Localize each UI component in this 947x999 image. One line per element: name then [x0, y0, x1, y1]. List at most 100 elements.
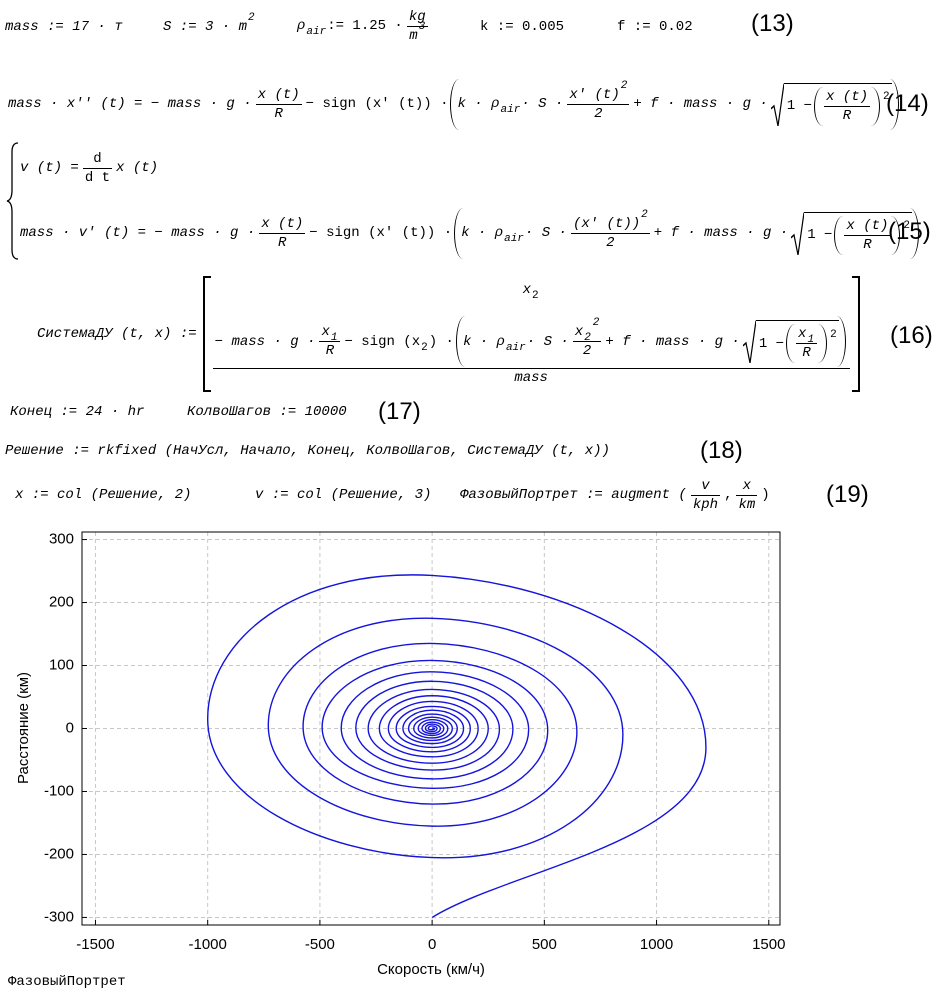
eq17-steps: КолвоШагов := 10000	[187, 402, 347, 422]
math-text: kph	[690, 494, 721, 513]
y-tick-label: 300	[49, 531, 74, 548]
math-group: 1 − x (t) R 2	[791, 211, 913, 255]
math-text: k · ρ	[461, 225, 504, 241]
math-text: R	[319, 341, 341, 359]
math-text: 1 −	[758, 335, 785, 352]
math-text: 2	[570, 232, 650, 251]
math-text: m	[409, 27, 418, 44]
math-text: − sign (x' (t)) ·	[309, 225, 453, 241]
math-group: x (t) R	[255, 86, 302, 122]
math-text: km	[736, 494, 758, 513]
math-text: x (t)	[116, 160, 159, 176]
math-text: · S ·	[521, 96, 564, 112]
math-text: d t	[82, 167, 113, 186]
math-text: x	[798, 326, 807, 342]
y-tick-label: 200	[49, 594, 74, 611]
math-group: kg m 3	[406, 8, 428, 44]
math-text: x (t)	[261, 215, 304, 232]
eq13-mass: mass := 17 · т	[5, 12, 123, 42]
math-text: v (t) =	[20, 160, 79, 176]
eq14: mass · x'' (t) = − mass · g · x (t) R − s…	[8, 76, 901, 132]
math-text: x (t)	[257, 86, 300, 103]
math-text: − sign (x' (t)) ·	[305, 96, 449, 112]
math-text: − sign (x	[344, 333, 421, 350]
y-tick-label: 0	[66, 719, 74, 736]
math-text: 2	[903, 220, 911, 232]
math-group: x (t) R	[824, 89, 871, 124]
math-text: − mass · g ·	[214, 333, 316, 350]
math-text: x' (t)	[569, 86, 620, 103]
eq17-end: Конец := 24 · hr	[10, 402, 144, 422]
math-group: x km	[736, 478, 758, 513]
math-text: R	[824, 105, 871, 124]
math-group: 1 − x (t) R 2	[783, 82, 892, 126]
radical-sign	[791, 212, 805, 255]
math-text: 1 −	[807, 227, 833, 243]
footer-label: ФазовыйПортрет	[8, 974, 126, 990]
math-text: mass · v' (t) = − mass · g ·	[20, 225, 256, 241]
math-group: 1 − x (t) R 2	[770, 82, 892, 126]
math-text: air	[306, 26, 327, 38]
eq13-k: k := 0.005	[480, 12, 564, 42]
x-tick-label: 0	[428, 936, 436, 953]
eq13-rho: ρ air:= 1.25 · kg m 3	[297, 4, 432, 48]
x-tick-label: 500	[532, 936, 557, 953]
math-group: x (t) R	[814, 86, 881, 126]
math-text: ) ·	[428, 333, 454, 350]
y-tick-label: -100	[44, 782, 74, 799]
math-text: x	[321, 324, 330, 340]
math-group: k · ρ air · S · x' (t) 2 2 + f · mass · g · …	[450, 78, 899, 130]
math-text: 1	[807, 334, 815, 346]
math-text: f := 0.02	[617, 19, 693, 35]
math-text: + f · mass · g ·	[605, 333, 740, 350]
math-text: R	[796, 343, 818, 361]
math-text: mass := 17 · т	[5, 19, 123, 35]
math-group: v kph	[690, 477, 721, 513]
x-axis-title: Скорость (км/ч)	[377, 961, 485, 978]
math-text: 2	[567, 103, 630, 122]
math-text: air	[500, 104, 521, 116]
math-group: (x' (t)) 2	[571, 209, 650, 233]
y-tick-label: 100	[49, 656, 74, 673]
math-group: x (t) R	[834, 215, 901, 255]
math-text: 1	[330, 332, 338, 344]
math-text: СистемаДУ (t, x) :=	[37, 326, 197, 342]
math-text: d	[93, 150, 102, 167]
math-group: k · ρ air · S · (x' (t)) 2 2 + f · mass · g …	[454, 207, 920, 259]
math-text: k · ρ	[457, 96, 500, 112]
eq13-f: f := 0.02	[617, 12, 693, 42]
x-tick-label: -1000	[188, 936, 226, 953]
radical-sign	[742, 320, 756, 363]
math-group: (x' (t)) 2 2	[570, 209, 650, 251]
math-group: x' (t) 2	[567, 80, 629, 104]
math-text: 2	[421, 341, 428, 354]
math-group: x (t) R	[259, 215, 306, 251]
x-tick-label: -500	[305, 936, 335, 953]
math-text: 3	[418, 20, 426, 33]
math-text: mass	[212, 368, 850, 386]
eq19-portrait: ФазовыйПортрет := augment ( v kph, x km)	[460, 473, 770, 517]
math-text: 2	[641, 208, 648, 221]
eq-number: (15)	[888, 218, 931, 245]
math-text: kg	[408, 8, 426, 25]
y-axis-title: Расстояние (км)	[15, 672, 32, 784]
eq-number: (19)	[826, 481, 869, 508]
math-text: x	[522, 282, 532, 298]
plot-frame	[81, 531, 781, 926]
math-text: 2	[532, 290, 539, 302]
math-text: v	[701, 477, 710, 494]
system-brace	[6, 142, 19, 260]
math-text: 2	[592, 317, 600, 329]
eq-number: (18)	[700, 437, 743, 464]
math-text: 2	[830, 328, 837, 341]
